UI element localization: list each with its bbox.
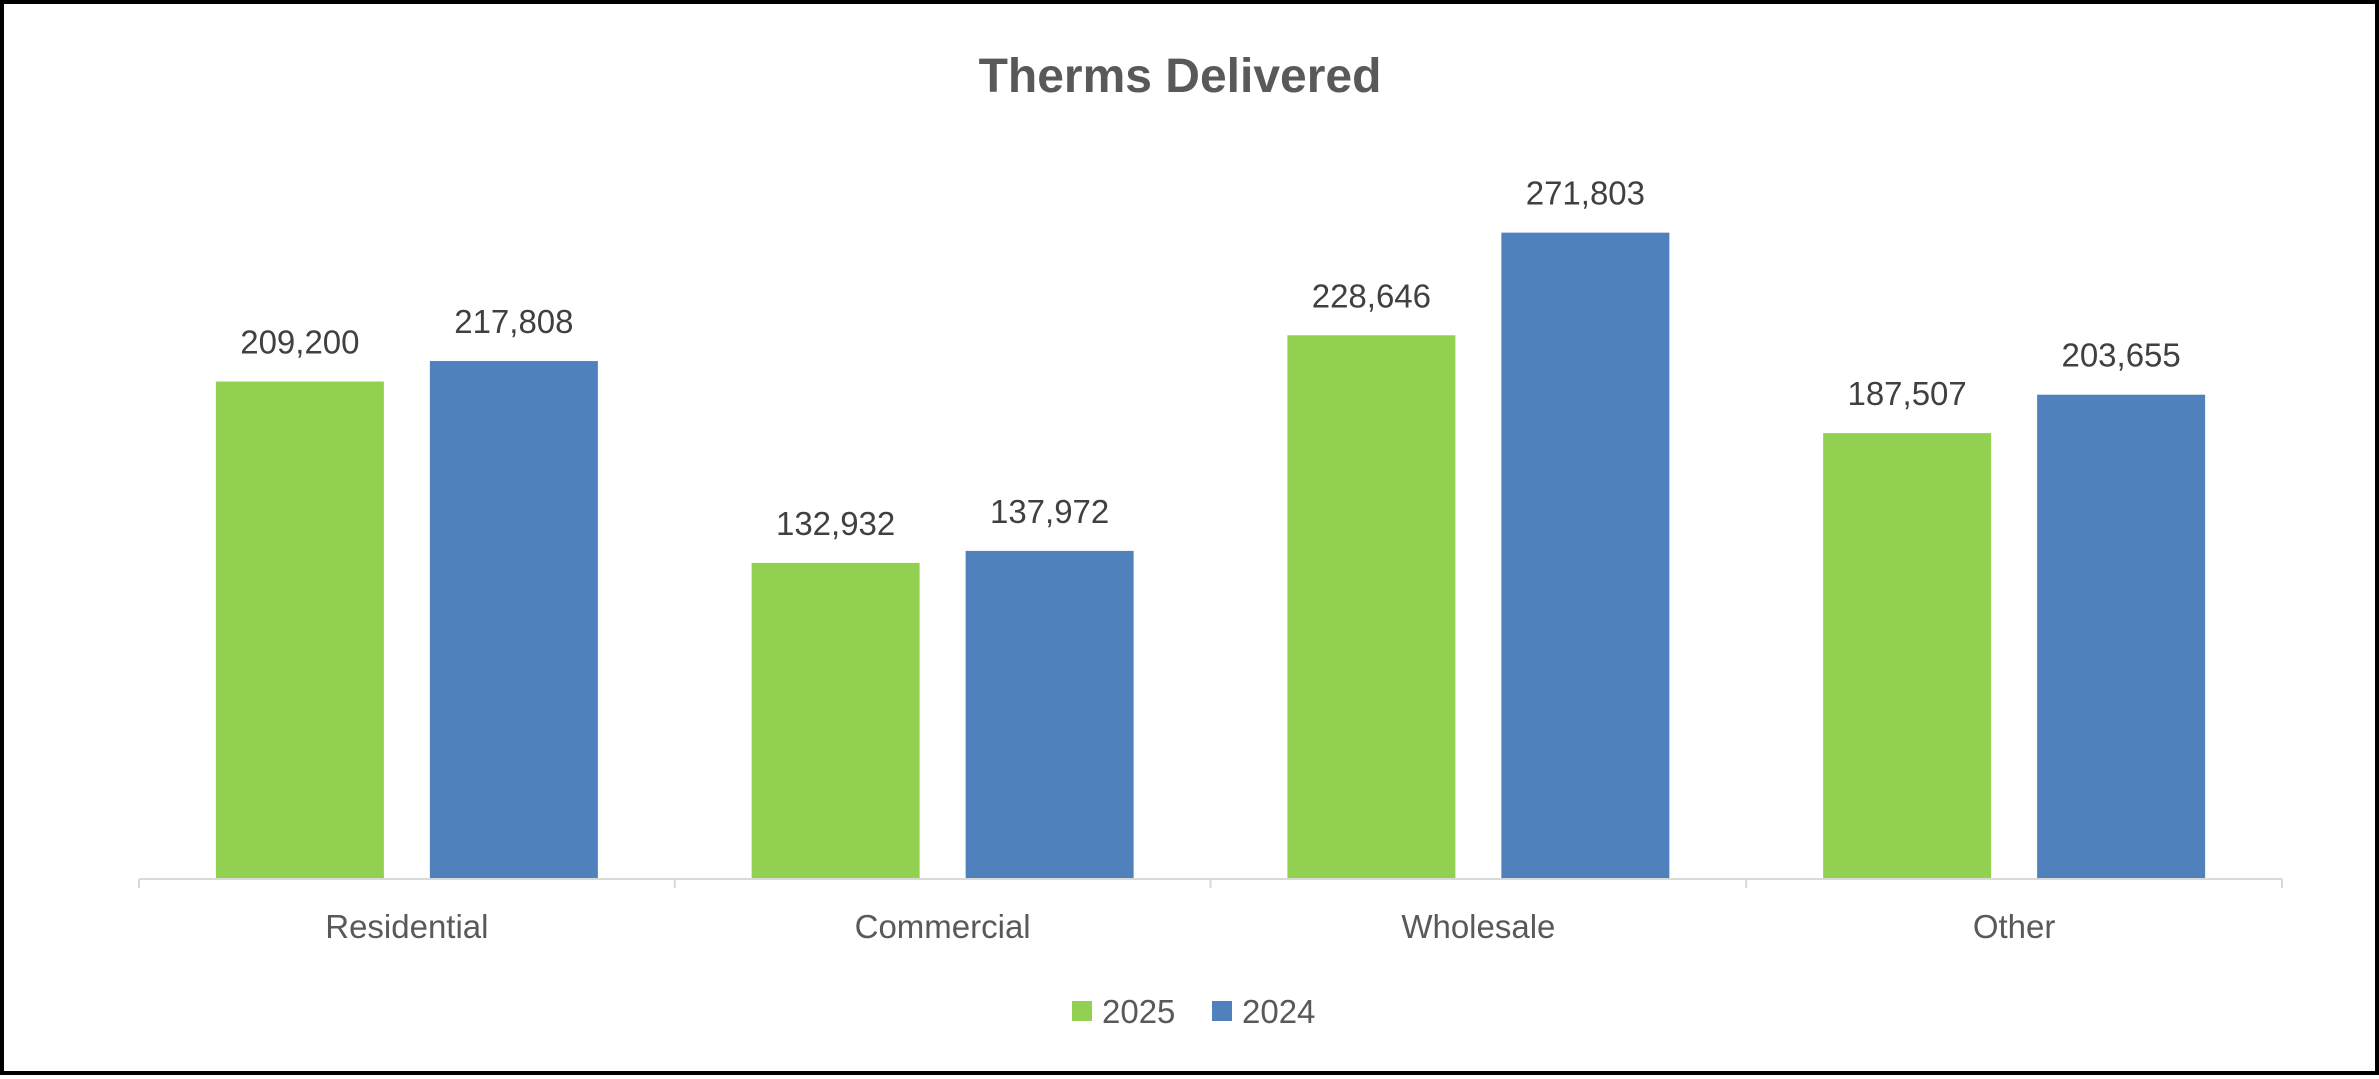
bar-2025-other [1823,433,1992,879]
data-label: 209,200 [240,324,359,361]
data-label: 271,803 [1526,175,1645,212]
legend-label-2024: 2024 [1242,993,1315,1030]
category-label-wholesale: Wholesale [1401,908,1555,945]
data-label: 228,646 [1312,277,1431,314]
data-label: 137,972 [990,493,1109,530]
category-label-residential: Residential [325,908,488,945]
bar-2025-commercial [751,562,920,879]
category-label-other: Other [1973,908,2056,945]
bar-2024-wholesale [1501,232,1670,879]
labels-layer: 209,200 217,808 132,932 137,972 228,646 271,8… [240,175,2181,542]
bar-2025-residential [215,381,384,879]
bar-2024-other [2037,394,2206,879]
chart-title: Therms Delivered [979,50,1382,103]
data-label: 187,507 [1847,375,1966,412]
bar-2024-residential [429,361,598,879]
legend-label-2025: 2025 [1102,993,1175,1030]
bar-2025-wholesale [1287,335,1456,880]
legend: 2025 2024 [1072,993,1315,1030]
data-label: 203,655 [2061,337,2180,374]
legend-swatch-2024 [1212,1001,1232,1021]
data-label: 217,808 [454,303,573,340]
bar-2024-commercial [965,550,1134,879]
legend-swatch-2025 [1072,1001,1092,1021]
data-label: 132,932 [776,505,895,542]
bar-chart: Therms Delivered 209,200 217,808 132,932 13… [138,50,2283,1030]
x-axis-ticks [138,879,2283,888]
bars-layer [215,232,2206,880]
category-label-commercial: Commercial [855,908,1031,945]
category-labels: Residential Commercial Wholesale Other [325,908,2055,945]
